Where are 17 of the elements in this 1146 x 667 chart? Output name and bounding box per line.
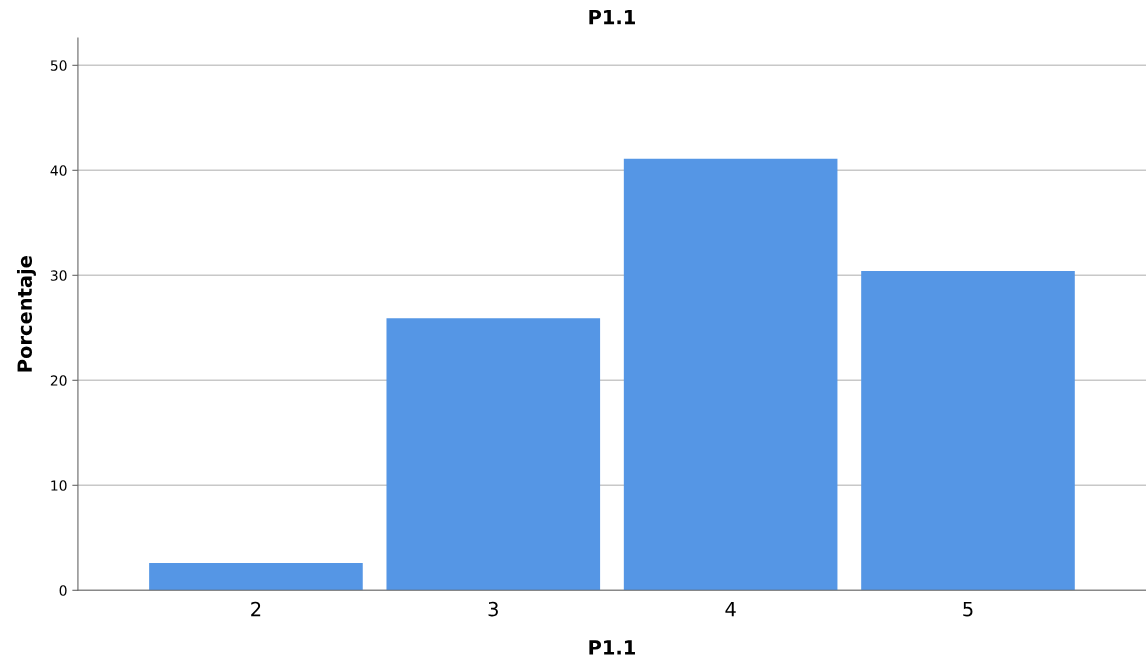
y-tick-label: 50 xyxy=(50,60,67,71)
y-tick-label: 20 xyxy=(50,375,67,386)
x-tick-label: 5 xyxy=(963,602,973,617)
x-tick-label: 3 xyxy=(488,601,498,617)
bar xyxy=(149,563,363,591)
x-tick-label: 4 xyxy=(725,602,736,617)
y-tick-label: 10 xyxy=(51,480,67,491)
bar xyxy=(386,318,601,591)
bar xyxy=(623,158,838,591)
x-tick-label: 2 xyxy=(251,601,261,617)
y-tick-label: 40 xyxy=(50,165,67,176)
y-axis-title: Porcentaje xyxy=(16,256,36,372)
bar xyxy=(861,271,1075,591)
chart-title: P1.1 xyxy=(589,9,635,25)
y-tick-label: 0 xyxy=(59,585,67,596)
y-tick-label: 30 xyxy=(50,270,67,281)
x-axis-title: P1.1 xyxy=(589,640,635,655)
